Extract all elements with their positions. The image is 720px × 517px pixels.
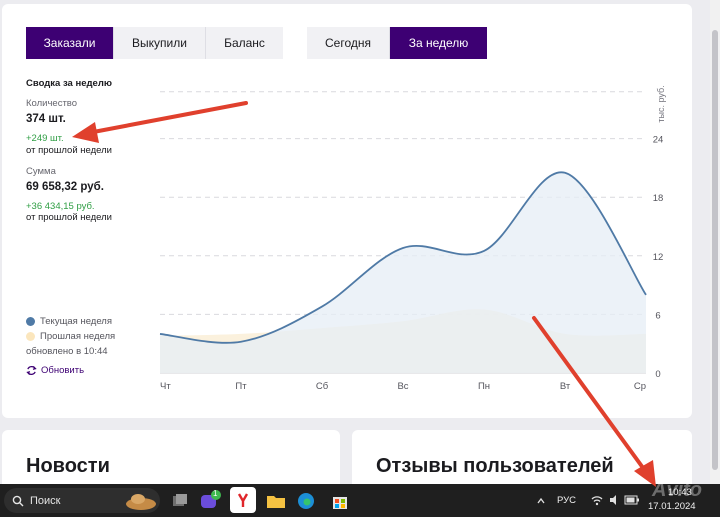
refresh-label: Обновить	[41, 365, 85, 376]
search-placeholder: Поиск	[30, 494, 61, 507]
messenger-icon[interactable]: 1	[198, 489, 222, 513]
tab-week[interactable]: За неделю	[390, 27, 487, 59]
language-indicator[interactable]: РУС	[557, 495, 577, 506]
x-axis: Чт Пт Сб Вс Пн Вт Ср	[160, 381, 646, 392]
taskbar: Поиск 1 РУС 10:43 17.01.2024	[0, 484, 720, 517]
volume-icon[interactable]	[608, 493, 622, 507]
x-tick-label: Пн	[478, 381, 490, 392]
task-view-icon[interactable]	[168, 489, 192, 513]
store-icon[interactable]	[328, 489, 352, 513]
y-tick-label: 24	[653, 135, 664, 146]
y-tick-label: 18	[653, 193, 664, 204]
updated-time: обновлено в 10:44	[26, 346, 108, 357]
clock-date[interactable]: 17.01.2024	[648, 501, 696, 512]
sum-label: Сумма	[26, 166, 56, 177]
edge-icon[interactable]	[294, 489, 318, 513]
sum-value: 69 658,32 руб.	[26, 181, 104, 193]
period-tabs: Сегодня За неделю	[307, 27, 487, 59]
x-tick-label: Ср	[634, 381, 646, 392]
sum-delta: +36 434,15 руб.	[26, 201, 95, 212]
sales-chart: 0 6 12 18 24 Чт Пт Сб Вс Пн Вт Ср тыс. руб.	[159, 85, 666, 392]
tray-expand-icon[interactable]	[536, 496, 546, 506]
y-axis: 0 6 12 18 24	[653, 135, 664, 380]
news-card	[2, 430, 340, 490]
x-tick-label: Вт	[560, 381, 571, 392]
search-icon	[12, 495, 24, 506]
messenger-badge: 1	[213, 489, 218, 498]
metric-tabs: Заказали Выкупили Баланс	[26, 27, 283, 59]
legend-current-label: Текущая неделя	[40, 316, 112, 327]
current-week-dot	[26, 317, 35, 326]
x-tick-label: Вс	[397, 381, 408, 392]
tab-bought-out[interactable]: Выкупили	[114, 27, 206, 59]
file-explorer-icon[interactable]	[264, 489, 288, 513]
scrollbar-thumb[interactable]	[712, 30, 718, 470]
y-tick-label: 0	[655, 369, 660, 380]
page-scrollbar[interactable]	[710, 0, 720, 484]
summary-title: Сводка за неделю	[26, 78, 112, 89]
quantity-value: 374 шт.	[26, 113, 66, 125]
y-tick-label: 12	[653, 252, 664, 263]
current-week-area	[160, 172, 646, 373]
y-axis-label: тыс. руб.	[656, 85, 666, 122]
previous-week-dot	[26, 332, 35, 341]
tab-balance[interactable]: Баланс	[206, 27, 283, 59]
tab-ordered[interactable]: Заказали	[26, 27, 114, 59]
sum-delta-note: от прошлой недели	[26, 212, 112, 223]
refresh-button[interactable]: Обновить	[26, 365, 84, 376]
reviews-title: Отзывы пользователей	[376, 455, 614, 477]
clock-time[interactable]: 10:43	[668, 487, 692, 498]
refresh-icon	[26, 365, 37, 376]
tab-today[interactable]: Сегодня	[307, 27, 390, 59]
y-tick-label: 6	[655, 310, 660, 321]
yandex-browser-icon[interactable]	[230, 487, 256, 513]
x-tick-label: Сб	[316, 381, 329, 392]
quantity-delta-note: от прошлой недели	[26, 145, 112, 156]
news-title: Новости	[26, 455, 110, 477]
x-tick-label: Пт	[235, 381, 247, 392]
avito-watermark: Avito	[652, 479, 702, 501]
wifi-icon[interactable]	[590, 493, 604, 507]
quantity-delta: +249 шт.	[26, 133, 64, 144]
current-week-line	[159, 171, 647, 344]
widgets-icon[interactable]	[124, 488, 158, 512]
quantity-label: Количество	[26, 98, 78, 109]
updated-time-label: обновлено в 10:44	[26, 346, 108, 357]
x-tick-label: Чт	[160, 381, 171, 392]
legend-previous: Прошлая неделя	[26, 331, 115, 342]
legend-previous-label: Прошлая неделя	[40, 331, 116, 342]
legend-current: Текущая неделя	[26, 316, 112, 327]
battery-icon[interactable]	[624, 494, 640, 506]
